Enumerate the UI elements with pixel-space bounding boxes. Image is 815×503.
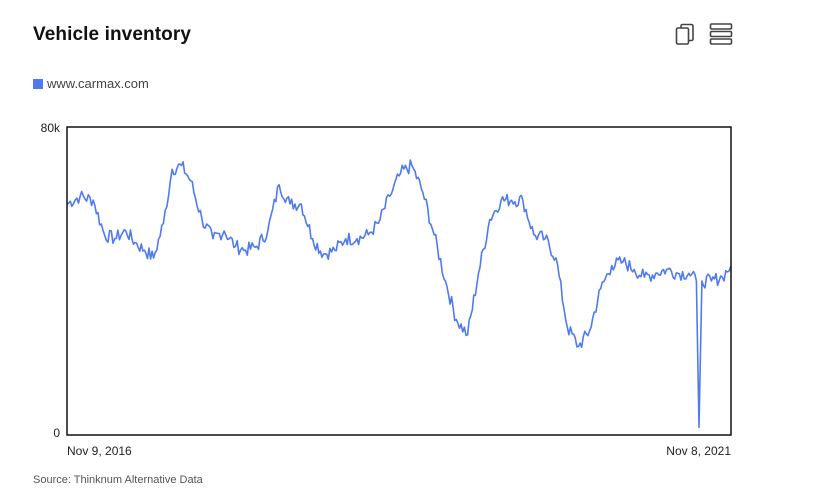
menu-icon[interactable] (708, 22, 734, 46)
legend-label: www.carmax.com (47, 76, 149, 91)
legend-swatch (33, 78, 43, 89)
source-note: Source: Thinknum Alternative Data (33, 474, 203, 486)
y-tick-label-0: 0 (53, 426, 60, 440)
chart-legend: www.carmax.com (33, 76, 149, 91)
x-tick-label-start: Nov 9, 2016 (67, 444, 132, 458)
y-tick-label-80k: 80k (41, 121, 61, 135)
x-tick-label-end: Nov 8, 2021 (666, 444, 731, 458)
plot-frame (66, 126, 732, 436)
series-line-carmax (66, 159, 732, 429)
copy-icon[interactable] (672, 22, 698, 46)
chart-title: Vehicle inventory (33, 24, 191, 45)
